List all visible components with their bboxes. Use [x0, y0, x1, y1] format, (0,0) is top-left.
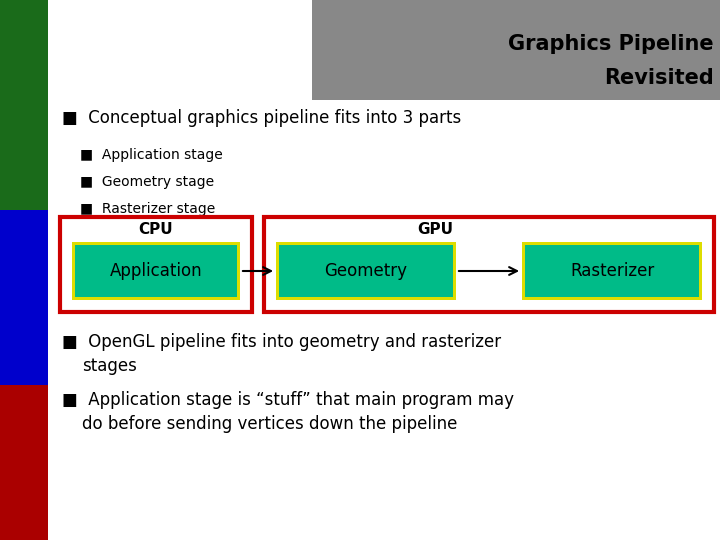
Bar	[312, 0, 720, 100]
Bar	[72, 242, 240, 300]
Text: ■  Geometry stage: ■ Geometry stage	[80, 175, 214, 189]
Bar	[279, 245, 453, 297]
Text: Revisited: Revisited	[604, 68, 714, 88]
Text: ■  Conceptual graphics pipeline fits into 3 parts: ■ Conceptual graphics pipeline fits into…	[62, 109, 462, 127]
Bar	[0, 0, 48, 210]
Text: CPU: CPU	[139, 222, 174, 238]
Text: Application: Application	[109, 262, 202, 280]
Text: ■  Application stage is “stuff” that main program may: ■ Application stage is “stuff” that main…	[62, 391, 514, 409]
Bar	[522, 242, 702, 300]
Bar	[0, 210, 48, 385]
Bar	[75, 245, 237, 297]
Bar	[264, 217, 714, 312]
Bar	[276, 242, 456, 300]
Text: Rasterizer: Rasterizer	[570, 262, 654, 280]
Text: Graphics Pipeline: Graphics Pipeline	[508, 34, 714, 54]
Text: Geometry: Geometry	[325, 262, 408, 280]
Bar	[0, 385, 48, 540]
Bar	[525, 245, 699, 297]
Bar	[60, 217, 252, 312]
Text: ■  Rasterizer stage: ■ Rasterizer stage	[80, 202, 215, 216]
Text: ■  OpenGL pipeline fits into geometry and rasterizer: ■ OpenGL pipeline fits into geometry and…	[62, 333, 501, 351]
Text: do before sending vertices down the pipeline: do before sending vertices down the pipe…	[82, 415, 457, 433]
Text: GPU: GPU	[417, 222, 453, 238]
Text: stages: stages	[82, 357, 137, 375]
Text: ■  Application stage: ■ Application stage	[80, 148, 222, 162]
